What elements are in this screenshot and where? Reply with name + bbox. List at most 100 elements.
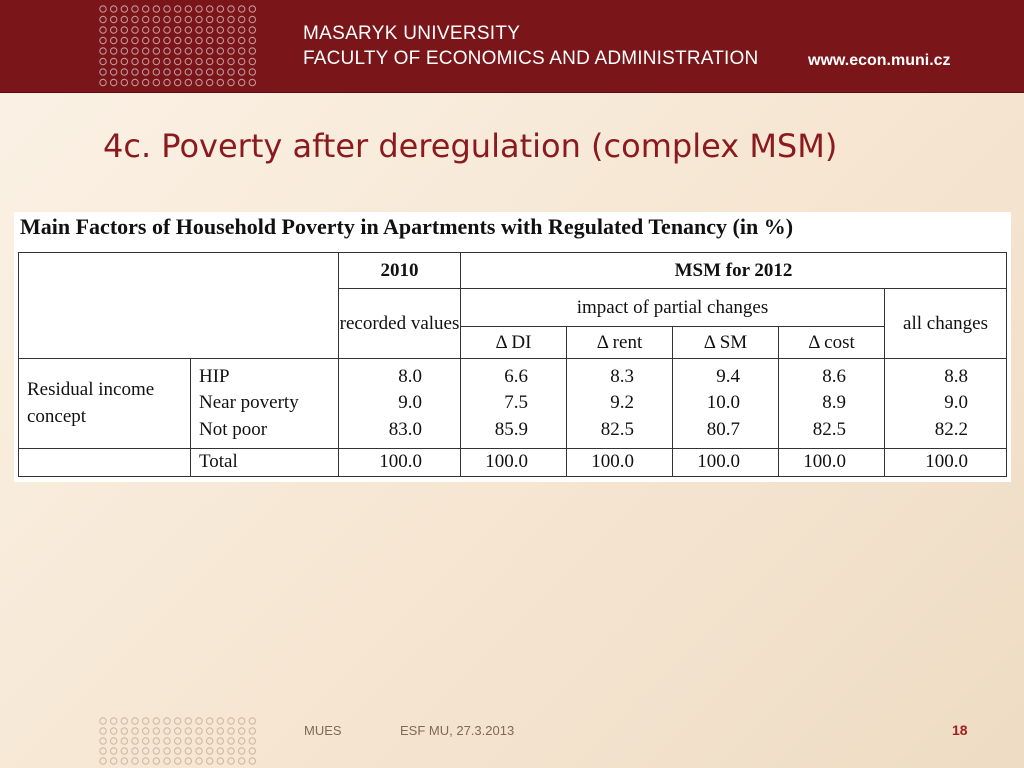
logo-dot xyxy=(227,5,235,13)
row-label: Not poor xyxy=(199,418,268,440)
logo-dot xyxy=(109,57,118,66)
logo-dot xyxy=(152,757,161,765)
logo-dot xyxy=(141,727,150,735)
logo-dot xyxy=(184,757,193,765)
logo-dot xyxy=(248,36,257,45)
row-labels-cell: HIP Near poverty Not poor xyxy=(190,358,339,449)
logo-dot xyxy=(184,5,193,13)
logo-dot xyxy=(152,36,161,45)
table-cell: 100.0 xyxy=(460,448,567,477)
faculty-name: FACULTY OF ECONOMICS AND ADMINISTRATION xyxy=(303,48,759,69)
logo-dot xyxy=(216,15,225,24)
logo-dot xyxy=(173,5,182,13)
logo-dot xyxy=(173,36,182,45)
logo-dot xyxy=(131,727,139,735)
logo-dot xyxy=(195,78,203,87)
logo-dot xyxy=(141,57,150,66)
logo-dot xyxy=(163,757,171,765)
logo-dot xyxy=(227,757,235,765)
logo-dot xyxy=(173,757,182,765)
logo-dot xyxy=(99,36,107,45)
logo-dot xyxy=(99,757,107,765)
logo-dot xyxy=(237,68,246,76)
logo-dot xyxy=(163,78,171,87)
logo-dot xyxy=(205,57,214,66)
logo-dot xyxy=(184,57,193,66)
logo-dot xyxy=(184,26,193,34)
logo-dot xyxy=(248,57,257,66)
logo-dot xyxy=(237,47,246,55)
table-cell: 8.6 xyxy=(822,365,846,387)
logo-dot xyxy=(216,26,225,34)
logo-dot xyxy=(131,26,139,34)
logo-dot xyxy=(184,737,193,745)
header-delta-sm: Δ SM xyxy=(672,326,779,359)
logo-dot xyxy=(205,68,214,76)
logo-dot xyxy=(109,747,118,755)
logo-dot xyxy=(205,15,214,24)
logo-dot xyxy=(173,737,182,745)
logo-dot xyxy=(184,717,193,725)
row-label: Near poverty xyxy=(199,392,299,414)
logo-dot xyxy=(131,78,139,87)
logo-dot xyxy=(109,727,118,735)
logo-dot xyxy=(205,737,214,745)
values-col-all-changes: 8.8 9.0 82.2 xyxy=(884,358,1007,449)
logo-dot xyxy=(109,68,118,76)
logo-dot xyxy=(205,36,214,45)
logo-dot xyxy=(195,737,203,745)
logo-dot xyxy=(120,26,129,34)
logo-dot xyxy=(205,727,214,735)
logo-dot xyxy=(184,36,193,45)
logo-dot xyxy=(120,68,129,76)
logo-dot xyxy=(163,727,171,735)
logo-dot xyxy=(131,36,139,45)
logo-dot xyxy=(131,717,139,725)
logo-dot xyxy=(216,757,225,765)
logo-dot xyxy=(152,68,161,76)
logo-dot xyxy=(248,78,257,87)
logo-dot xyxy=(195,747,203,755)
logo-dot xyxy=(184,747,193,755)
table-cell: 9.0 xyxy=(398,392,422,414)
logo-dot xyxy=(205,717,214,725)
logo-dot xyxy=(141,26,150,34)
header-all-changes: all changes xyxy=(884,288,1007,359)
logo-dot xyxy=(120,757,129,765)
logo-dot xyxy=(195,57,203,66)
header-2010: 2010 xyxy=(338,252,461,289)
page-number: 18 xyxy=(952,722,968,738)
logo-dot xyxy=(227,36,235,45)
logo-dot xyxy=(195,15,203,24)
logo-dot xyxy=(163,747,171,755)
logo-dot xyxy=(227,47,235,55)
logo-dot xyxy=(131,737,139,745)
logo-dot xyxy=(152,47,161,55)
logo-dot xyxy=(195,5,203,13)
logo-dot xyxy=(163,5,171,13)
logo-dot xyxy=(131,68,139,76)
logo-dot xyxy=(248,757,257,765)
values-col-delta-di: 6.6 7.5 85.9 xyxy=(460,358,567,449)
logo-dot xyxy=(205,26,214,34)
logo-dot xyxy=(205,5,214,13)
header-msm-2012: MSM for 2012 xyxy=(460,252,1007,289)
logo-dot xyxy=(227,727,235,735)
logo-dot xyxy=(237,26,246,34)
corner-cell xyxy=(18,252,339,359)
logo-dot xyxy=(173,68,182,76)
logo-dot xyxy=(248,5,257,13)
logo-dot xyxy=(237,737,246,745)
logo-dot xyxy=(216,5,225,13)
table-cell: 82.5 xyxy=(812,418,846,440)
logo-dot xyxy=(109,757,118,765)
logo-dot xyxy=(141,717,150,725)
website-link[interactable]: www.econ.muni.cz xyxy=(808,52,951,69)
logo-dot xyxy=(184,727,193,735)
logo-dot xyxy=(152,737,161,745)
footer-course: MUES xyxy=(304,723,342,738)
logo-dot xyxy=(131,5,139,13)
row-label: HIP xyxy=(199,365,230,387)
logo-dot xyxy=(109,47,118,55)
logo-dot xyxy=(141,5,150,13)
